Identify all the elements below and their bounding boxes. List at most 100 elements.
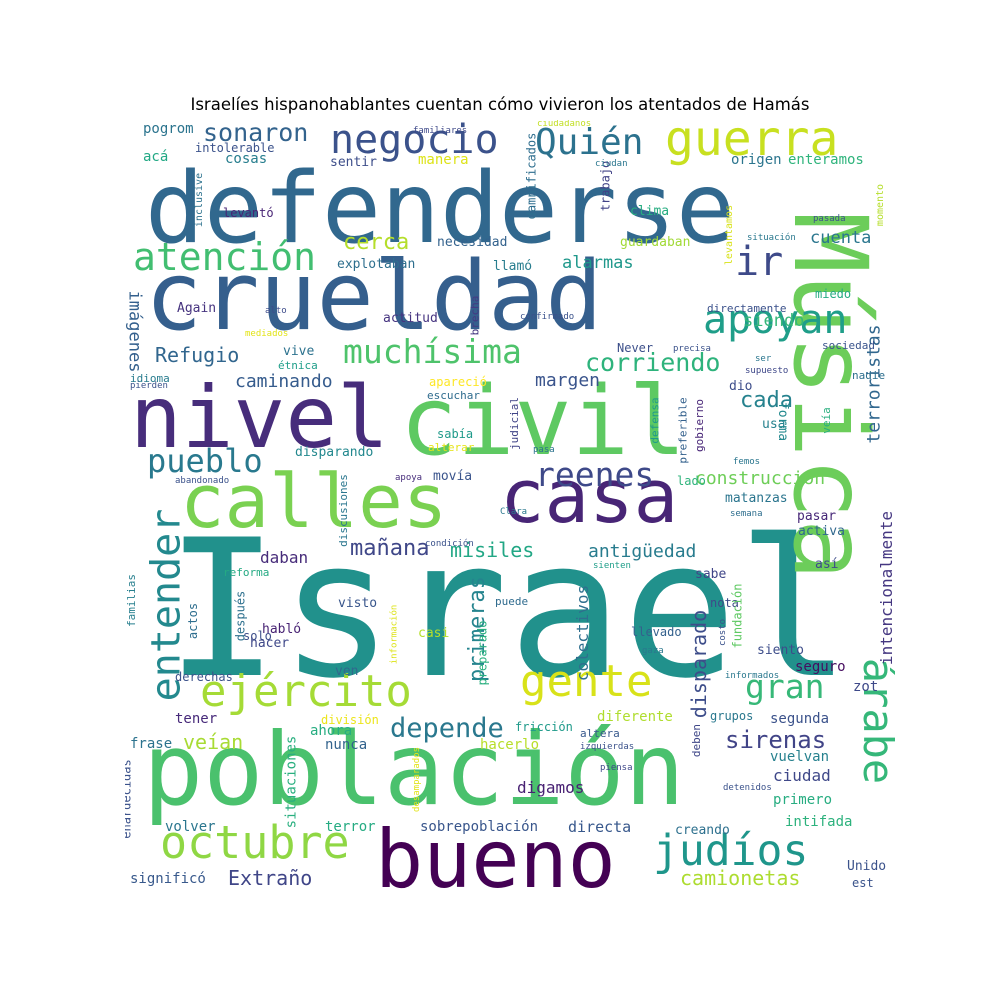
word: detenidos — [723, 783, 772, 793]
word: atención — [133, 235, 317, 279]
word: nivel — [130, 368, 389, 468]
word: inclusive — [194, 172, 206, 228]
chart-title: Israelíes hispanohablantes cuentan cómo … — [190, 95, 810, 114]
word: apoyan — [703, 297, 848, 343]
word: digamos — [517, 778, 585, 797]
word: discusiones — [336, 474, 350, 547]
word: deben — [690, 723, 704, 758]
word: Quién — [535, 122, 644, 163]
word: preparado — [475, 620, 490, 686]
word: Unido — [847, 859, 887, 874]
word: sobrepoblación — [420, 819, 539, 835]
word: casa — [500, 454, 679, 540]
word: muchísima — [343, 332, 522, 371]
word: crueldad — [145, 242, 603, 352]
word: bueno — [375, 813, 616, 891]
word: derechas — [175, 670, 233, 684]
word: Extraño — [228, 866, 313, 890]
word: judíos — [653, 826, 809, 876]
word: zot — [853, 679, 879, 695]
word: árabe — [854, 657, 895, 785]
word: vive — [283, 344, 315, 359]
word: ciudadanos — [537, 120, 592, 129]
word: construcción — [695, 468, 826, 489]
word: imágenes — [125, 290, 145, 373]
word: habló — [262, 622, 302, 637]
word: depende — [390, 713, 504, 744]
word: margen — [535, 370, 601, 391]
word: defenderse — [145, 152, 736, 266]
word: miedo — [815, 287, 852, 301]
word: información — [389, 604, 400, 665]
word: antigüedad — [588, 541, 697, 562]
word: Refugio — [155, 343, 240, 367]
word: visto — [338, 596, 378, 611]
word: veían — [183, 730, 244, 754]
word: ciudad — [773, 766, 831, 785]
word: mediados — [245, 329, 289, 339]
word: alto — [265, 306, 287, 316]
word: apoya — [395, 473, 423, 483]
word: movía — [433, 469, 473, 484]
word: volver — [165, 819, 216, 835]
word: idioma — [130, 372, 170, 385]
word: piensa — [600, 763, 633, 773]
word: reenes — [535, 455, 655, 494]
word: seguro — [795, 659, 846, 675]
word: solo — [243, 629, 272, 643]
word: directa — [568, 818, 632, 836]
word: judicial — [507, 397, 521, 450]
word: cerca — [343, 230, 410, 255]
word: puede — [495, 595, 529, 608]
word: Clara — [500, 507, 528, 517]
word: enteramos — [788, 152, 864, 168]
word: hacer — [250, 636, 290, 651]
word: alarmas — [562, 253, 634, 273]
word: necesidad — [437, 235, 508, 250]
word: disparando — [295, 445, 374, 460]
word-cloud: Israel defenderse crueldad población civ… — [125, 120, 895, 890]
word: corriendo — [585, 348, 721, 377]
word: nadie — [852, 369, 886, 382]
word: civil — [400, 367, 686, 477]
word: pasar — [797, 509, 837, 524]
word: situación — [747, 233, 796, 243]
word: activa — [798, 524, 845, 539]
word: confirmado — [520, 312, 575, 322]
word: pasada — [813, 214, 846, 224]
word: sabe — [695, 567, 727, 582]
word: ciudan — [595, 159, 628, 169]
word: negocio — [330, 120, 499, 163]
word: clima — [630, 204, 670, 219]
word: sienten — [593, 561, 631, 571]
word: gran — [745, 667, 825, 706]
word: apareció — [429, 375, 487, 389]
word: nunca — [325, 737, 368, 753]
word: cuenta — [810, 228, 872, 248]
word: siento — [757, 643, 804, 658]
word: guardaban — [620, 235, 691, 250]
word: levantamos — [724, 204, 736, 266]
word: precisa — [673, 344, 711, 354]
word: segunda — [770, 711, 830, 727]
word: llevado — [631, 625, 682, 639]
word: ser — [755, 354, 772, 364]
word: actitud — [383, 311, 438, 326]
word: lado — [677, 474, 706, 488]
word: manera — [418, 152, 469, 168]
word: costo — [718, 618, 729, 647]
word: veía — [819, 407, 833, 434]
word: después — [233, 590, 248, 642]
word: camionetas — [680, 866, 801, 890]
word: damnificados — [524, 132, 539, 220]
word: vuelvan — [770, 749, 830, 765]
word: gobierno — [692, 399, 706, 452]
word: cosas — [225, 151, 268, 167]
word: pueblo — [147, 442, 263, 480]
word: división — [321, 713, 379, 727]
word: calles — [180, 459, 448, 545]
word: semana — [730, 509, 763, 519]
word: actos — [186, 602, 201, 640]
word: octubre — [160, 816, 350, 869]
word: fundación — [730, 583, 745, 649]
